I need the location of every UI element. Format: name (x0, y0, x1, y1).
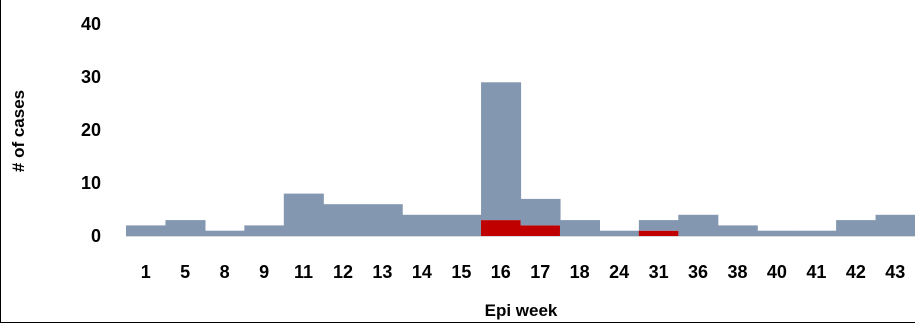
bar-week-42-segment-1 (836, 220, 877, 236)
x-tick-label: 12 (333, 262, 353, 282)
y-tick-label: 20 (81, 120, 101, 140)
bar-week-18-segment-1 (559, 220, 600, 236)
x-tick-label: 15 (451, 262, 471, 282)
x-tick-label: 9 (259, 262, 269, 282)
x-tick-label: 31 (649, 262, 669, 282)
bar-week-17-segment-1 (520, 198, 561, 226)
x-axis-title: Epi week (485, 301, 558, 320)
x-tick-label: 38 (727, 262, 747, 282)
y-axis-title: # of cases (9, 90, 28, 172)
x-tick-label: 11 (294, 262, 313, 282)
bar-week-16-segment-1 (481, 82, 522, 221)
bar-week-17-segment-0 (520, 225, 561, 236)
y-tick-label: 40 (81, 14, 101, 34)
y-tick-labels: 0 10 20 30 40 (81, 14, 101, 246)
bar-week-5-segment-1 (165, 220, 206, 236)
bar-week-31-segment-1 (638, 220, 679, 231)
y-tick-label: 30 (81, 67, 101, 87)
y-tick-label: 0 (91, 226, 101, 246)
x-tick-label: 40 (767, 262, 787, 282)
x-tick-label: 16 (491, 262, 511, 282)
x-tick-label: 43 (885, 262, 905, 282)
bar-week-36-segment-1 (678, 214, 719, 236)
bar-week-8-segment-1 (204, 230, 245, 236)
bar-week-12-segment-1 (323, 204, 364, 236)
bar-week-24-segment-1 (599, 230, 640, 236)
x-tick-label: 41 (806, 262, 826, 282)
bar-week-13-segment-1 (362, 204, 403, 236)
x-tick-label: 1 (141, 262, 151, 282)
bar-week-31-segment-0 (638, 230, 679, 236)
bar-week-40-segment-1 (757, 230, 798, 236)
x-tick-labels: 1 5 8 9 11 12 13 14 15 16 17 18 24 31 36 38 40 41 42 43 (141, 262, 906, 282)
bar-week-1-segment-1 (126, 225, 167, 236)
x-tick-label: 13 (372, 262, 392, 282)
bar-week-15-segment-1 (441, 214, 482, 236)
bar-week-38-segment-1 (717, 225, 758, 236)
x-tick-label: 42 (846, 262, 866, 282)
bar-week-9-segment-1 (244, 225, 285, 236)
bar-week-11-segment-1 (283, 193, 324, 236)
bar-week-43-segment-1 (875, 214, 915, 236)
x-tick-label: 14 (412, 262, 432, 282)
bar-week-16-segment-0 (481, 220, 522, 236)
bar-week-14-segment-1 (402, 214, 443, 236)
bar-layer (126, 82, 915, 236)
left-border (0, 0, 1, 323)
x-tick-label: 8 (220, 262, 230, 282)
bar-week-41-segment-1 (796, 230, 837, 236)
x-tick-label: 36 (688, 262, 708, 282)
y-tick-label: 10 (81, 173, 101, 193)
x-tick-label: 5 (180, 262, 190, 282)
x-tick-label: 24 (609, 262, 629, 282)
x-tick-label: 18 (570, 262, 590, 282)
x-tick-label: 17 (530, 262, 550, 282)
